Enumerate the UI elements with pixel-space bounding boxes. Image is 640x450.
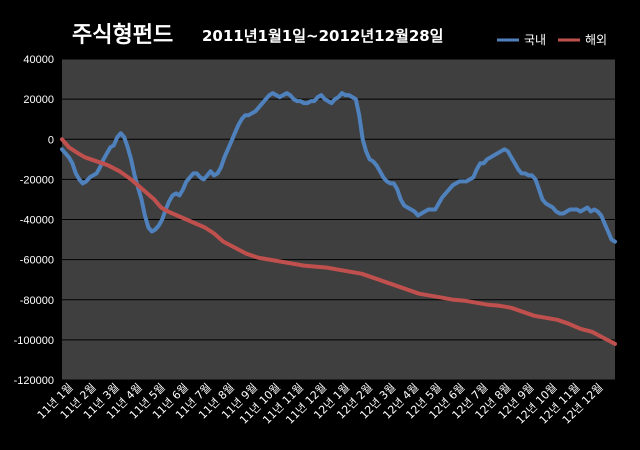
y-tick-label: -60000 [20,255,54,267]
chart-subtitle: 2011년1월1일~2012년12월28일 [202,27,444,45]
y-tick-label: 20000 [23,94,54,106]
series-line-0 [60,91,617,244]
chart-title: 주식형펀드 [72,23,173,48]
y-axis: 40000 20000 0 -20000 -40000 -60000 -80000 -1000… [14,54,54,387]
y-tick-label: 40000 [23,54,54,66]
y-tick-label: -80000 [20,295,54,307]
legend-label: 해외 [585,33,607,47]
y-tick-label: -120000 [14,375,54,387]
legend-label: 국내 [524,33,546,47]
series-line-1 [60,137,617,346]
legend: 국내 해외 [497,33,607,47]
y-tick-label: -100000 [14,335,54,347]
y-tick-label: -40000 [20,215,54,227]
series-lines [60,91,617,346]
y-tick-label: 0 [48,134,54,146]
y-tick-label: -20000 [20,174,54,186]
